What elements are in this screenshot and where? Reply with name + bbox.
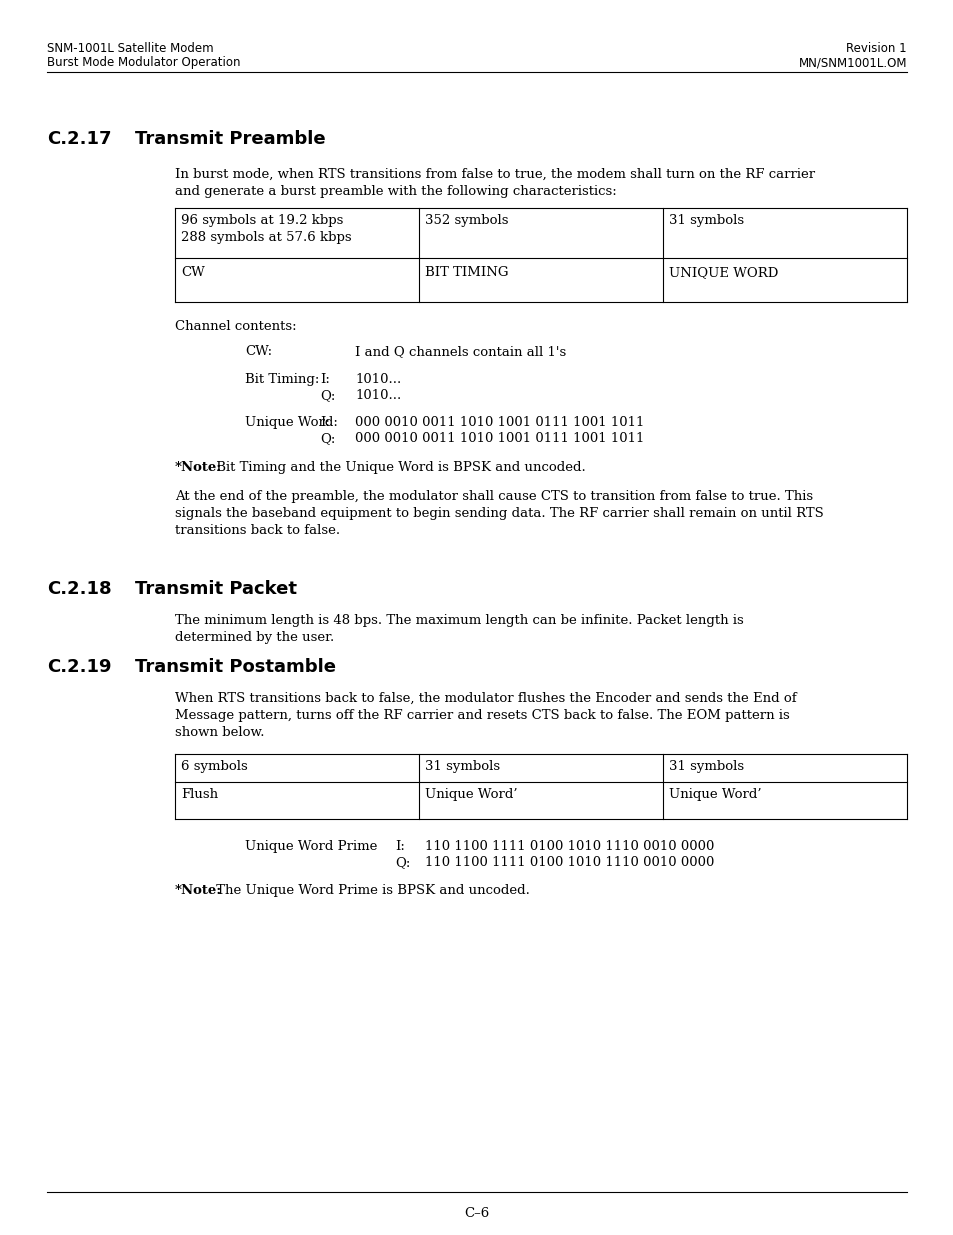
Text: Revision 1: Revision 1 <box>845 42 906 56</box>
Text: 31 symbols: 31 symbols <box>668 760 743 773</box>
Text: Channel contents:: Channel contents: <box>174 320 296 333</box>
Text: I:: I: <box>395 840 404 853</box>
Text: Transmit Preamble: Transmit Preamble <box>135 130 325 148</box>
Text: Unique Word Prime: Unique Word Prime <box>245 840 377 853</box>
Text: Transmit Postamble: Transmit Postamble <box>135 658 335 676</box>
Text: Unique Word:: Unique Word: <box>245 416 337 429</box>
Text: I and Q channels contain all 1's: I and Q channels contain all 1's <box>355 345 566 358</box>
Text: 1010...: 1010... <box>355 389 401 403</box>
Text: 000 0010 0011 1010 1001 0111 1001 1011: 000 0010 0011 1010 1001 0111 1001 1011 <box>355 432 643 445</box>
Text: C–6: C–6 <box>464 1207 489 1220</box>
Text: I:: I: <box>319 416 330 429</box>
Text: Flush: Flush <box>181 788 218 802</box>
Text: C.2.18: C.2.18 <box>47 580 112 598</box>
Text: UNIQUE WORD: UNIQUE WORD <box>668 266 778 279</box>
Text: Bit Timing:: Bit Timing: <box>245 373 319 387</box>
Text: Bit Timing and the Unique Word is BPSK and uncoded.: Bit Timing and the Unique Word is BPSK a… <box>212 461 585 474</box>
Text: *Note:: *Note: <box>174 884 222 897</box>
Text: The Unique Word Prime is BPSK and uncoded.: The Unique Word Prime is BPSK and uncode… <box>212 884 529 897</box>
Text: At the end of the preamble, the modulator shall cause CTS to transition from fal: At the end of the preamble, the modulato… <box>174 490 822 537</box>
Text: Unique Word’: Unique Word’ <box>668 788 760 802</box>
Text: Q:: Q: <box>319 389 335 403</box>
Text: When RTS transitions back to false, the modulator flushes the Encoder and sends : When RTS transitions back to false, the … <box>174 692 796 739</box>
Text: MN/SNM1001L.OM: MN/SNM1001L.OM <box>798 56 906 69</box>
Text: 96 symbols at 19.2 kbps
288 symbols at 57.6 kbps: 96 symbols at 19.2 kbps 288 symbols at 5… <box>181 214 352 245</box>
Text: Unique Word’: Unique Word’ <box>424 788 517 802</box>
Text: 352 symbols: 352 symbols <box>424 214 508 227</box>
Text: 1010...: 1010... <box>355 373 401 387</box>
Text: SNM-1001L Satellite Modem: SNM-1001L Satellite Modem <box>47 42 213 56</box>
Text: Transmit Packet: Transmit Packet <box>135 580 296 598</box>
Text: 000 0010 0011 1010 1001 0111 1001 1011: 000 0010 0011 1010 1001 0111 1001 1011 <box>355 416 643 429</box>
Text: I:: I: <box>319 373 330 387</box>
Text: Burst Mode Modulator Operation: Burst Mode Modulator Operation <box>47 56 240 69</box>
Text: 110 1100 1111 0100 1010 1110 0010 0000: 110 1100 1111 0100 1010 1110 0010 0000 <box>424 840 714 853</box>
Text: Q:: Q: <box>319 432 335 445</box>
Text: 6 symbols: 6 symbols <box>181 760 248 773</box>
Text: *Note:: *Note: <box>174 461 222 474</box>
Text: 31 symbols: 31 symbols <box>668 214 743 227</box>
Text: C.2.17: C.2.17 <box>47 130 112 148</box>
Text: CW: CW <box>181 266 205 279</box>
Text: 110 1100 1111 0100 1010 1110 0010 0000: 110 1100 1111 0100 1010 1110 0010 0000 <box>424 856 714 869</box>
Text: The minimum length is 48 bps. The maximum length can be infinite. Packet length : The minimum length is 48 bps. The maximu… <box>174 614 743 643</box>
Text: CW:: CW: <box>245 345 272 358</box>
Text: Q:: Q: <box>395 856 410 869</box>
Text: In burst mode, when RTS transitions from false to true, the modem shall turn on : In burst mode, when RTS transitions from… <box>174 168 814 198</box>
Text: 31 symbols: 31 symbols <box>424 760 499 773</box>
Text: C.2.19: C.2.19 <box>47 658 112 676</box>
Text: BIT TIMING: BIT TIMING <box>424 266 508 279</box>
